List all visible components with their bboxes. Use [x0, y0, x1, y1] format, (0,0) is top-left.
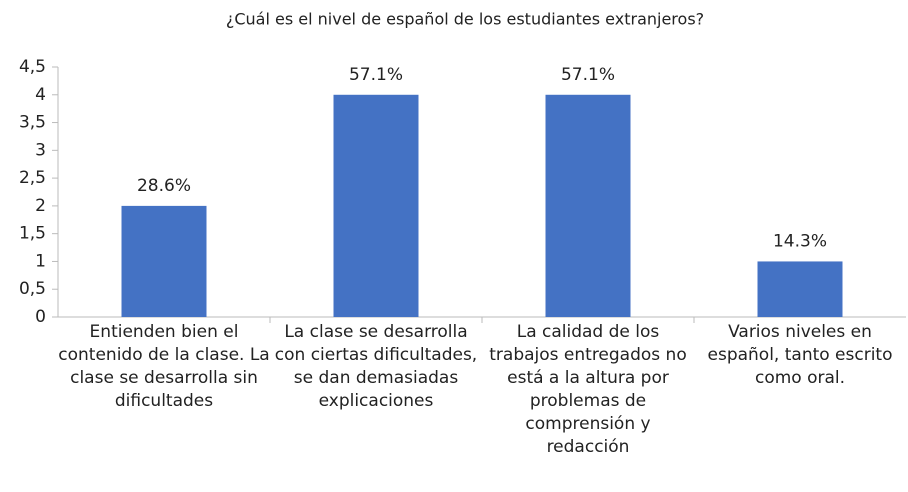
x-tick-label: Varios niveles en español, tanto escrito…	[707, 322, 893, 388]
data-label: 57.1%	[561, 65, 615, 85]
y-tick-label: 4,5	[19, 57, 46, 77]
data-label: 57.1%	[349, 65, 403, 85]
y-tick-label: 4	[35, 85, 46, 105]
chart-title: ¿Cuál es el nivel de español de los estu…	[226, 10, 704, 29]
bar	[121, 205, 207, 317]
y-tick-label: 0,5	[19, 279, 46, 299]
y-tick-label: 3	[35, 140, 46, 160]
y-tick-label: 2,5	[19, 168, 46, 188]
data-label: 28.6%	[137, 176, 191, 196]
y-tick-label: 3,5	[19, 113, 46, 133]
bar	[333, 94, 419, 318]
y-tick-label: 1	[35, 251, 46, 271]
y-tick-label: 0	[35, 307, 46, 327]
bar	[757, 261, 843, 317]
bar	[545, 94, 631, 318]
x-tick-label: La calidad de los trabajos entregados no…	[489, 322, 687, 457]
x-tick-label: La clase se desarrolla con ciertas dific…	[274, 322, 478, 411]
data-label: 14.3%	[773, 231, 827, 251]
x-tick-label: Entienden bien el contenido de la clase.…	[58, 322, 270, 411]
y-tick-label: 1,5	[19, 224, 46, 244]
y-tick-label: 2	[35, 196, 46, 216]
